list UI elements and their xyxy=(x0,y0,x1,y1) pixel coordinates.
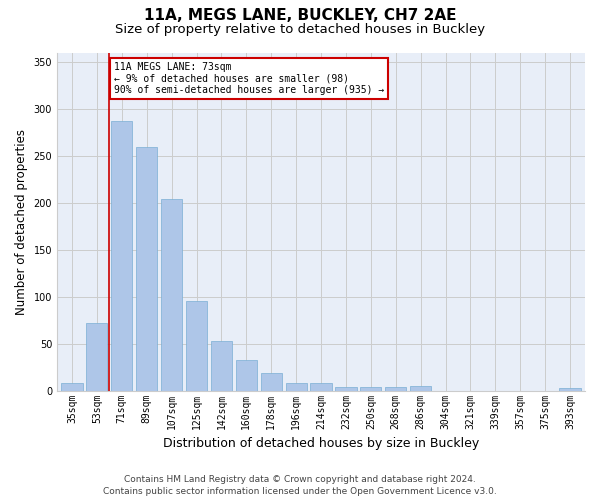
Bar xyxy=(385,387,406,390)
Y-axis label: Number of detached properties: Number of detached properties xyxy=(15,128,28,314)
Bar xyxy=(186,302,207,390)
Text: Size of property relative to detached houses in Buckley: Size of property relative to detached ho… xyxy=(115,22,485,36)
Text: Contains HM Land Registry data © Crown copyright and database right 2024.
Contai: Contains HM Land Registry data © Crown c… xyxy=(103,474,497,496)
Bar xyxy=(410,386,431,390)
Text: 11A, MEGS LANE, BUCKLEY, CH7 2AE: 11A, MEGS LANE, BUCKLEY, CH7 2AE xyxy=(144,8,456,22)
X-axis label: Distribution of detached houses by size in Buckley: Distribution of detached houses by size … xyxy=(163,437,479,450)
Bar xyxy=(86,323,107,390)
Bar xyxy=(211,341,232,390)
Bar xyxy=(559,388,581,390)
Bar xyxy=(310,383,332,390)
Text: 11A MEGS LANE: 73sqm
← 9% of detached houses are smaller (98)
90% of semi-detach: 11A MEGS LANE: 73sqm ← 9% of detached ho… xyxy=(115,62,385,95)
Bar xyxy=(61,383,83,390)
Bar xyxy=(360,387,382,390)
Bar xyxy=(161,199,182,390)
Bar xyxy=(260,373,282,390)
Bar xyxy=(136,148,157,390)
Bar xyxy=(286,383,307,390)
Bar xyxy=(111,121,133,390)
Bar xyxy=(236,360,257,390)
Bar xyxy=(335,387,356,390)
